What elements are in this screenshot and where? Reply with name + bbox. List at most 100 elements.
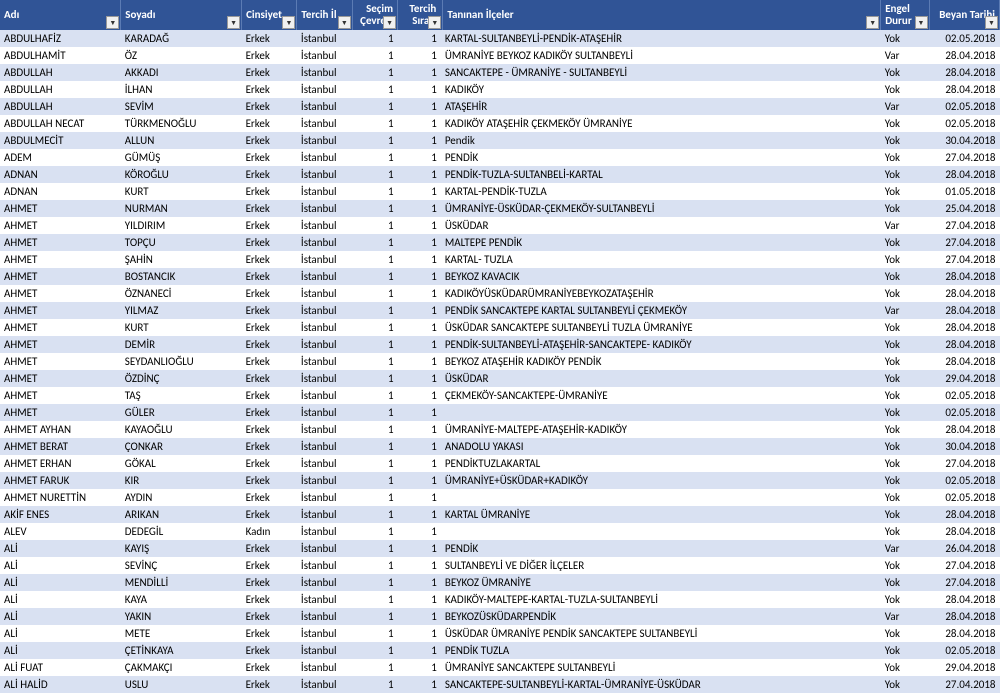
table-row[interactable]: ALİKAYAErkekİstanbul11KADIKÖY-MALTEPE-KA… xyxy=(0,591,1000,608)
cell-tercihil: İstanbul xyxy=(297,455,352,472)
table-row[interactable]: AHMETÖZNANECİErkekİstanbul11KADIKÖYÜSKÜD… xyxy=(0,285,1000,302)
table-row[interactable]: AHMETTAŞErkekİstanbul11ÇEKMEKÖY-SANCAKTE… xyxy=(0,387,1000,404)
cell-cinsiyet: Erkek xyxy=(242,47,297,64)
table-row[interactable]: AHMETYILMAZErkekİstanbul11PENDİK SANCAKT… xyxy=(0,302,1000,319)
cell-soyadi: USLU xyxy=(121,676,242,693)
filter-dropdown-icon[interactable]: ▼ xyxy=(866,16,879,29)
table-row[interactable]: AHMETŞAHİNErkekİstanbul11KARTAL- TUZLAYo… xyxy=(0,251,1000,268)
cell-ilceler xyxy=(443,523,881,540)
table-row[interactable]: ALİ HALİDUSLUErkekİstanbul11SANCAKTEPE-S… xyxy=(0,676,1000,693)
cell-secim: 1 xyxy=(352,47,397,64)
cell-engel: Yok xyxy=(881,625,929,642)
table-row[interactable]: ADNANKURTErkekİstanbul11KARTAL-PENDİK-TU… xyxy=(0,183,1000,200)
table-row[interactable]: ABDULLAH NECATTÜRKMENOĞLUErkekİstanbul11… xyxy=(0,115,1000,132)
table-row[interactable]: ADEMGÜMÜŞErkekİstanbul11PENDİKYok27.04.2… xyxy=(0,149,1000,166)
cell-tercihil: İstanbul xyxy=(297,642,352,659)
cell-soyadi: TOPÇU xyxy=(121,234,242,251)
table-row[interactable]: ABDULLAHİLHANErkekİstanbul11KADIKÖYYok28… xyxy=(0,81,1000,98)
filter-dropdown-icon[interactable]: ▼ xyxy=(106,16,119,29)
table-row[interactable]: AHMET ERHANGÖKALErkekİstanbul11PENDİKTUZ… xyxy=(0,455,1000,472)
cell-engel: Yok xyxy=(881,472,929,489)
cell-engel: Yok xyxy=(881,166,929,183)
cell-tercihil: İstanbul xyxy=(297,591,352,608)
table-row[interactable]: ALİÇETİNKAYAErkekİstanbul11PENDİK TUZLAY… xyxy=(0,642,1000,659)
table-row[interactable]: AHMET AYHANKAYAOĞLUErkekİstanbul11ÜMRANİ… xyxy=(0,421,1000,438)
cell-sira: 1 xyxy=(398,404,443,421)
column-header-tercihil[interactable]: Tercih İl▼ xyxy=(297,0,352,30)
table-row[interactable]: ALİSEVİNÇErkekİstanbul11SULTANBEYLİ VE D… xyxy=(0,557,1000,574)
table-row[interactable]: AHMETBOSTANCIKErkekİstanbul11BEYKOZ KAVA… xyxy=(0,268,1000,285)
table-row[interactable]: AHMETSEYDANLIOĞLUErkekİstanbul11BEYKOZ A… xyxy=(0,353,1000,370)
table-row[interactable]: ABDULLAHSEVİMErkekİstanbul11ATAŞEHİRVar0… xyxy=(0,98,1000,115)
cell-ilceler: PENDİK-SULTANBEYLİ-ATAŞEHİR-SANCAKTEPE- … xyxy=(443,336,881,353)
cell-cinsiyet: Erkek xyxy=(242,387,297,404)
filter-dropdown-icon[interactable]: ▼ xyxy=(338,16,351,29)
filter-dropdown-icon[interactable]: ▼ xyxy=(428,16,441,29)
cell-secim: 1 xyxy=(352,319,397,336)
cell-sira: 1 xyxy=(398,149,443,166)
table-row[interactable]: AKİF ENESARIKANErkekİstanbul11KARTAL ÜMR… xyxy=(0,506,1000,523)
table-row[interactable]: AHMETNURMANErkekİstanbul11ÜMRANİYE-ÜSKÜD… xyxy=(0,200,1000,217)
cell-sira: 1 xyxy=(398,523,443,540)
cell-tarih: 28.04.2018 xyxy=(929,591,1000,608)
table-row[interactable]: ALİYAKINErkekİstanbul11BEYKOZÜSKÜDARPEND… xyxy=(0,608,1000,625)
filter-dropdown-icon[interactable]: ▼ xyxy=(915,16,928,29)
table-row[interactable]: ABDULHAMİTÖZErkekİstanbul11ÜMRANİYE BEYK… xyxy=(0,47,1000,64)
column-header-ilceler[interactable]: Tanınan İlçeler▼ xyxy=(443,0,881,30)
table-row[interactable]: AHMETYILDIRIMErkekİstanbul11ÜSKÜDARVar27… xyxy=(0,217,1000,234)
cell-cinsiyet: Erkek xyxy=(242,506,297,523)
table-row[interactable]: ALİ FUATÇAKMAKÇIErkekİstanbul11ÜMRANİYE … xyxy=(0,659,1000,676)
column-header-engel[interactable]: Engel Durur▼ xyxy=(881,0,929,30)
cell-ilceler: ÜSKÜDAR ÜMRANİYE PENDİK SANCAKTEPE SULTA… xyxy=(443,625,881,642)
cell-ilceler: KARTAL- TUZLA xyxy=(443,251,881,268)
cell-adi: AHMET xyxy=(0,387,121,404)
table-row[interactable]: AHMET FARUKKIRErkekİstanbul11ÜMRANİYE+ÜS… xyxy=(0,472,1000,489)
column-header-adi[interactable]: Adı▼ xyxy=(0,0,121,30)
table-row[interactable]: ALİMENDİLLİErkekİstanbul11BEYKOZ ÜMRANİY… xyxy=(0,574,1000,591)
cell-ilceler: PENDİK TUZLA xyxy=(443,642,881,659)
table-row[interactable]: AHMETKURTErkekİstanbul11ÜSKÜDAR SANCAKTE… xyxy=(0,319,1000,336)
table-row[interactable]: ABDULMECİTALLUNErkekİstanbul11PendikYok3… xyxy=(0,132,1000,149)
column-header-cinsiyet[interactable]: Cinsiyet▼ xyxy=(242,0,297,30)
cell-tarih: 28.04.2018 xyxy=(929,506,1000,523)
table-row[interactable]: AHMETDEMİRErkekİstanbul11PENDİK-SULTANBE… xyxy=(0,336,1000,353)
table-row[interactable]: AHMETGÜLERErkekİstanbul11Yok02.05.2018 xyxy=(0,404,1000,421)
cell-sira: 1 xyxy=(398,64,443,81)
cell-sira: 1 xyxy=(398,625,443,642)
table-row[interactable]: ALEVDEDEGİLKadınİstanbul11Yok28.04.2018 xyxy=(0,523,1000,540)
cell-ilceler: MALTEPE PENDİK xyxy=(443,234,881,251)
column-header-soyadi[interactable]: Soyadı▼ xyxy=(121,0,242,30)
table-row[interactable]: AHMET NURETTİNAYDINErkekİstanbul11Yok02.… xyxy=(0,489,1000,506)
cell-secim: 1 xyxy=(352,506,397,523)
table-row[interactable]: ADNANKÖROĞLUErkekİstanbul11PENDİK-TUZLA-… xyxy=(0,166,1000,183)
filter-dropdown-icon[interactable]: ▼ xyxy=(383,16,396,29)
filter-dropdown-icon[interactable]: ▼ xyxy=(282,16,295,29)
column-header-sira[interactable]: Tercih Sırası▼ xyxy=(398,0,443,30)
cell-cinsiyet: Erkek xyxy=(242,64,297,81)
table-row[interactable]: AHMET BERATÇONKARErkekİstanbul11ANADOLU … xyxy=(0,438,1000,455)
cell-engel: Yok xyxy=(881,523,929,540)
cell-soyadi: İLHAN xyxy=(121,81,242,98)
cell-soyadi: AYDIN xyxy=(121,489,242,506)
cell-soyadi: ÖZ xyxy=(121,47,242,64)
column-header-tarih[interactable]: Beyan Tarihi▼ xyxy=(929,0,1000,30)
cell-tarih: 27.04.2018 xyxy=(929,455,1000,472)
cell-cinsiyet: Erkek xyxy=(242,370,297,387)
cell-cinsiyet: Erkek xyxy=(242,30,297,47)
cell-soyadi: METE xyxy=(121,625,242,642)
filter-dropdown-icon[interactable]: ▼ xyxy=(227,16,240,29)
cell-secim: 1 xyxy=(352,608,397,625)
column-header-secim[interactable]: Seçim Çevresi▼ xyxy=(352,0,397,30)
table-row[interactable]: ABDULHAFİZKARADAĞErkekİstanbul11KARTAL-S… xyxy=(0,30,1000,47)
cell-secim: 1 xyxy=(352,387,397,404)
cell-engel: Yok xyxy=(881,659,929,676)
filter-dropdown-icon[interactable]: ▼ xyxy=(985,16,998,29)
table-row[interactable]: ALİKAYIŞErkekİstanbul11PENDİKVar26.04.20… xyxy=(0,540,1000,557)
cell-soyadi: SEYDANLIOĞLU xyxy=(121,353,242,370)
cell-cinsiyet: Erkek xyxy=(242,353,297,370)
table-row[interactable]: ABDULLAHAKKADIErkekİstanbul11SANCAKTEPE … xyxy=(0,64,1000,81)
table-row[interactable]: AHMETTOPÇUErkekİstanbul11MALTEPE PENDİKY… xyxy=(0,234,1000,251)
cell-soyadi: ARIKAN xyxy=(121,506,242,523)
table-row[interactable]: AHMETÖZDİNÇErkekİstanbul11ÜSKÜDARYok29.0… xyxy=(0,370,1000,387)
table-row[interactable]: ALİMETEErkekİstanbul11ÜSKÜDAR ÜMRANİYE P… xyxy=(0,625,1000,642)
